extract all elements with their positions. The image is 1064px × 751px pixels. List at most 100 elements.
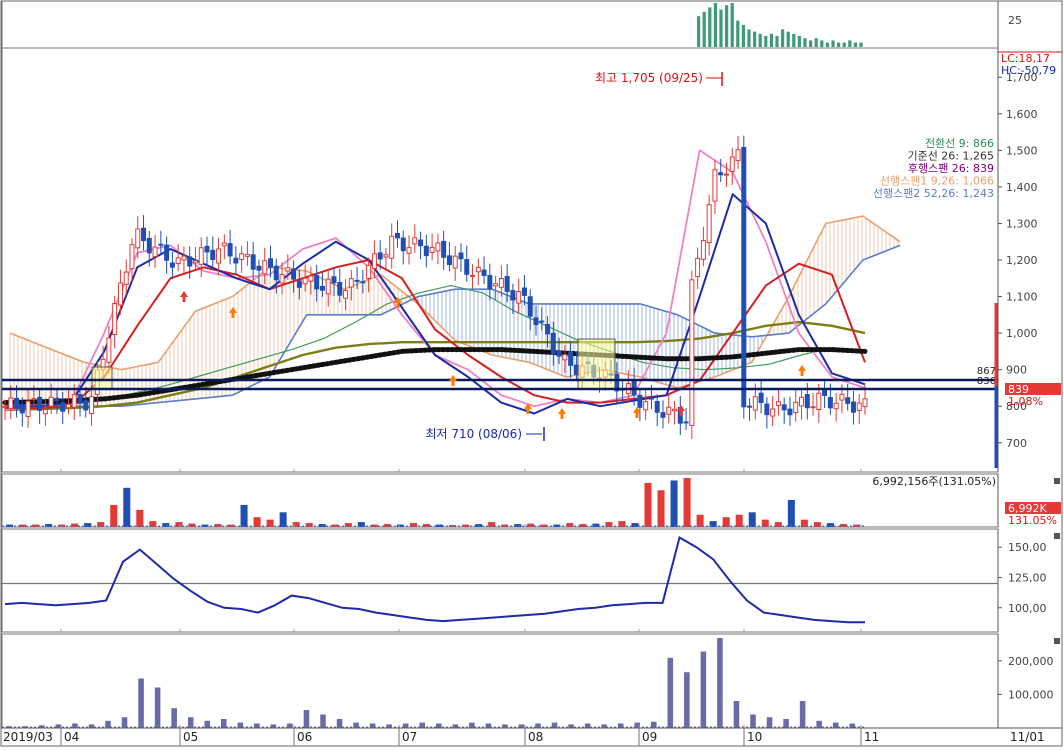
volume-bar bbox=[826, 523, 834, 527]
bar-panel-bar bbox=[171, 708, 177, 728]
candle-body bbox=[787, 408, 793, 416]
bar-panel-bar bbox=[485, 723, 492, 728]
candle-body bbox=[747, 405, 753, 408]
candle-body bbox=[781, 404, 787, 411]
candle-body bbox=[244, 254, 250, 257]
volume-badge bbox=[1005, 502, 1061, 514]
highlight-box bbox=[91, 366, 113, 390]
volume-bar bbox=[787, 500, 795, 527]
top-strip-bar bbox=[825, 42, 829, 47]
volume-bar bbox=[305, 523, 313, 527]
candle-body bbox=[25, 400, 31, 417]
candle-body bbox=[394, 232, 400, 239]
candle-body bbox=[516, 290, 522, 304]
candle-body bbox=[204, 245, 210, 253]
volume-bar bbox=[735, 514, 743, 527]
panel-frame-bar bbox=[1, 633, 999, 729]
bar-panel-bar bbox=[353, 722, 359, 728]
candle-body bbox=[14, 397, 20, 409]
bar-panel-bar bbox=[39, 725, 45, 728]
bar-panel-bar bbox=[783, 719, 789, 728]
volume-bar bbox=[84, 523, 92, 527]
highlight-box bbox=[577, 338, 616, 390]
x-axis-label: 04 bbox=[64, 730, 79, 744]
candle-body bbox=[371, 253, 377, 270]
candle-body bbox=[383, 254, 389, 258]
top-strip-tick: 25 bbox=[1008, 14, 1022, 27]
legend-entry: 후행스팬 26: 839 bbox=[908, 162, 994, 175]
candle-body bbox=[562, 354, 568, 361]
candle-body bbox=[452, 255, 458, 269]
candle-body bbox=[827, 397, 833, 409]
volume-bar bbox=[136, 509, 144, 527]
x-axis-label: 11 bbox=[864, 730, 879, 744]
signal-arrow bbox=[558, 408, 566, 419]
volume-bar bbox=[488, 522, 496, 527]
candle-body bbox=[158, 243, 164, 246]
volume-bar bbox=[657, 490, 665, 527]
top-strip-bar bbox=[702, 11, 706, 48]
candle-body bbox=[129, 244, 135, 270]
candle-body bbox=[291, 268, 297, 280]
top-strip-bar bbox=[736, 20, 740, 47]
volume-bar bbox=[631, 523, 639, 527]
volume-bar bbox=[97, 522, 105, 527]
candle-body bbox=[752, 396, 758, 411]
candle-body bbox=[331, 276, 337, 284]
price-tick-label: 1,500 bbox=[1006, 144, 1038, 157]
signal-arrow bbox=[229, 307, 237, 318]
panel-corner-marker bbox=[1054, 638, 1060, 644]
readout-hc: HC:-50,79 bbox=[1001, 64, 1056, 77]
price-tick-label: 900 bbox=[1006, 364, 1027, 377]
volume-bar bbox=[605, 522, 613, 527]
top-strip-bar bbox=[775, 36, 779, 47]
volume-bar bbox=[188, 523, 196, 527]
volume-bar bbox=[800, 519, 808, 527]
bar-panel-bar bbox=[717, 638, 723, 728]
bar-panel-bar bbox=[535, 723, 541, 728]
span-b-line bbox=[9, 244, 901, 407]
candle-body bbox=[833, 402, 839, 410]
bar-panel-tick-label: 200,000 bbox=[1008, 655, 1054, 668]
candle-body bbox=[643, 401, 649, 411]
candle-body bbox=[60, 402, 66, 412]
volume-bar bbox=[696, 514, 704, 527]
candle-body bbox=[862, 398, 868, 408]
volume-bar bbox=[761, 519, 769, 527]
bar-panel-bar bbox=[551, 722, 558, 728]
candle-body bbox=[758, 392, 764, 404]
volume-bar bbox=[748, 512, 756, 527]
top-strip-bar bbox=[797, 36, 801, 47]
candle-body bbox=[83, 400, 89, 411]
candle-body bbox=[71, 394, 77, 408]
candle-body bbox=[262, 260, 268, 275]
volume-bar bbox=[592, 523, 600, 527]
candle-body bbox=[319, 285, 325, 291]
volume-bar bbox=[344, 523, 352, 527]
signal-arrow bbox=[633, 407, 641, 418]
bar-panel-bar bbox=[651, 721, 657, 728]
bar-panel-bar bbox=[469, 722, 475, 728]
low-annotation: 최저 710 (08/06) bbox=[425, 427, 522, 441]
candle-body bbox=[343, 289, 349, 299]
top-strip-bar bbox=[781, 29, 785, 47]
volume-bar bbox=[123, 487, 131, 527]
candle-body bbox=[510, 290, 516, 301]
candle-body bbox=[112, 302, 118, 336]
candle-body bbox=[550, 332, 556, 355]
candle-body bbox=[181, 255, 187, 261]
top-strip-bar bbox=[764, 36, 768, 47]
x-axis-label: 08 bbox=[528, 730, 543, 744]
price-tick-label: 700 bbox=[1006, 437, 1027, 450]
bar-panel-bar bbox=[684, 672, 690, 728]
x-axis-label: 09 bbox=[642, 730, 657, 744]
bar-panel-bar bbox=[700, 651, 707, 728]
bar-panel-bar bbox=[138, 678, 144, 728]
top-strip-bar bbox=[820, 40, 824, 47]
candle-body bbox=[654, 401, 660, 413]
volume-bar bbox=[462, 524, 470, 527]
bar-panel-bar bbox=[799, 701, 806, 728]
candle-body bbox=[498, 278, 504, 288]
candle-body bbox=[804, 394, 810, 409]
top-strip-bar bbox=[859, 42, 863, 47]
